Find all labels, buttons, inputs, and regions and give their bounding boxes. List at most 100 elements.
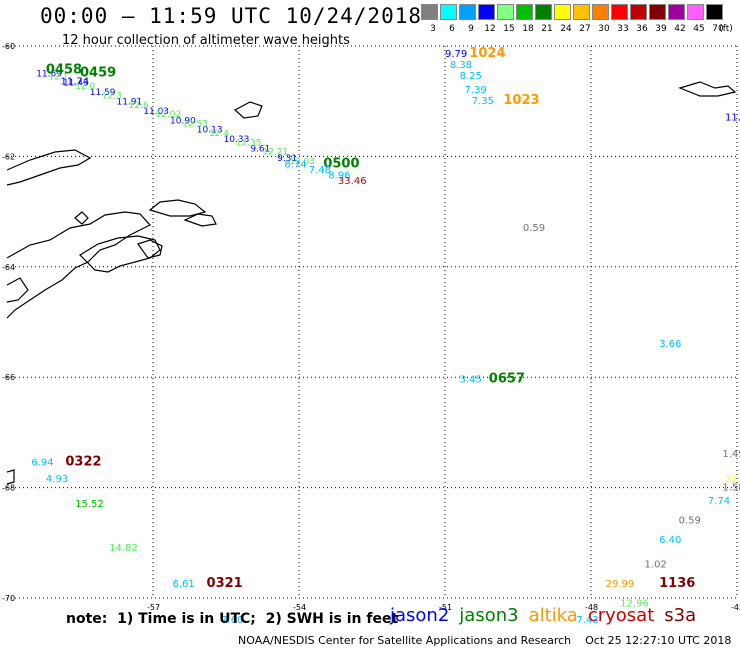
- track-label: 12.35: [236, 138, 262, 148]
- legend-swatch: [706, 4, 723, 20]
- legend-label: 3: [430, 24, 436, 34]
- wave-height-label: 15.52: [75, 499, 104, 510]
- legend-swatch: [649, 4, 666, 20]
- time-label: 0322: [65, 455, 101, 470]
- legend-label: 27: [579, 24, 591, 34]
- legend-swatch: [668, 4, 685, 20]
- legend-label: 6: [449, 24, 455, 34]
- lat-tick-label: -68: [2, 484, 15, 493]
- track-label: 11.59: [90, 88, 116, 98]
- time-label: 0657: [489, 372, 525, 387]
- legend-label: 21: [541, 24, 553, 34]
- wave-height-label: 14.82: [109, 543, 138, 554]
- legend-label: 42: [674, 24, 686, 34]
- lat-tick-label: -62: [2, 152, 15, 161]
- legend-label: 24: [560, 24, 572, 34]
- time-label: 0458: [46, 63, 82, 78]
- wave-height-label: 29.99: [606, 579, 635, 590]
- wave-height-label: 8.25: [460, 71, 482, 82]
- legend-swatch: [440, 4, 457, 20]
- legend-swatch: [478, 4, 495, 20]
- legend-label: 70: [712, 24, 724, 34]
- time-label: 0500: [323, 156, 359, 171]
- track-label: 10.90: [170, 116, 196, 126]
- axis-labels: -57 -54 -51 -48 -45 -60 -62 -64 -66 -68 -70: [2, 42, 740, 612]
- lat-lon-grid: [7, 45, 738, 599]
- wave-height-label: 3.66: [659, 339, 681, 350]
- track-label: 11.91: [117, 98, 143, 108]
- wave-height-label: 7.74: [708, 496, 730, 507]
- wave-height-label: 8.96: [328, 170, 350, 181]
- track-label: 9.31: [277, 154, 297, 164]
- legend-unit: (ft): [719, 24, 733, 34]
- lon-tick-label: -54: [293, 603, 306, 612]
- lat-tick-label: -64: [2, 263, 15, 272]
- lat-tick-label: -66: [2, 373, 15, 382]
- wave-height-label: 6.94: [31, 458, 53, 469]
- coastline: [6, 81, 737, 485]
- track-label: 11.43: [63, 79, 89, 89]
- lat-tick-label: -70: [2, 594, 15, 603]
- wave-height-readings: 9.798.388.25 7.397.35 1024 1023 11.4 04580459…: [31, 46, 740, 626]
- satellite-name: jason3: [459, 605, 519, 626]
- track-label: 12.3: [102, 91, 122, 101]
- legend-swatch: [535, 4, 552, 20]
- page-title: 00:00 – 11:59 UTC 10/24/2018: [40, 4, 423, 28]
- wave-height-label: 1.02: [645, 560, 667, 571]
- legend-label: 36: [636, 24, 648, 34]
- time-label: 0459: [80, 65, 116, 80]
- track-label: 12.1: [48, 73, 68, 83]
- time-label: 1136: [659, 576, 695, 591]
- wave-height-label: 0.59: [523, 223, 545, 234]
- wave-height-label: 7.43: [576, 615, 598, 626]
- wave-height-label: 21.: [725, 474, 740, 485]
- track-label: 12.0: [75, 82, 95, 92]
- legend-swatch: [516, 4, 533, 20]
- wave-height-label: 7.60: [221, 615, 243, 626]
- credit-line: NOAA/NESDIS Center for Satellite Applica…: [238, 634, 732, 647]
- track-label: 12.53: [182, 120, 208, 130]
- legend-swatch: [554, 4, 571, 20]
- wave-height-label: 11.4: [725, 113, 740, 124]
- legend-label: 15: [503, 24, 515, 34]
- legend-swatch: [630, 4, 647, 20]
- time-label: 1023: [503, 93, 539, 108]
- legend-swatch: [611, 4, 628, 20]
- lon-tick-label: -51: [439, 603, 452, 612]
- wave-height-label: 12.96: [620, 598, 649, 609]
- legend-label: 30: [598, 24, 610, 34]
- legend-swatch: [687, 4, 704, 20]
- wave-height-label: 7.48: [309, 165, 331, 176]
- wave-height-label: 9.79: [445, 49, 467, 60]
- wave-height-label: 8.38: [450, 60, 472, 71]
- legend-label: 45: [693, 24, 705, 34]
- satellite-tracks: 11.6911.4311.5911.9111.0310.9010.1310.33…: [36, 69, 315, 167]
- wave-height-label: 7.39: [464, 85, 486, 96]
- legend-swatch: [421, 4, 438, 20]
- time-label: 1024: [469, 46, 505, 61]
- track-label: 11.03: [143, 107, 169, 117]
- wave-height-label: 6.61: [172, 579, 194, 590]
- legend-swatch: [573, 4, 590, 20]
- wave-height-label: 8.74: [284, 159, 306, 170]
- track-label: 12.02: [155, 110, 181, 120]
- legend-label: 12: [484, 24, 496, 34]
- wave-height-label: 11.74: [61, 77, 90, 88]
- wave-height-label: 7.35: [472, 96, 494, 107]
- wave-height-label: 4.93: [46, 474, 68, 485]
- satellite-key: jason2 jason3 altika cryosat s3a: [390, 605, 706, 626]
- legend-label: 33: [617, 24, 629, 34]
- wave-height-label: 1.58: [722, 482, 740, 493]
- track-label: 12.6: [129, 101, 149, 111]
- legend-swatch: [497, 4, 514, 20]
- satellite-name: altika: [528, 605, 578, 626]
- satellite-name: s3a: [664, 605, 697, 626]
- lat-tick-label: -60: [2, 42, 15, 51]
- track-label: 11.69: [36, 69, 62, 79]
- page-subtitle: 12 hour collection of altimeter wave hei…: [62, 33, 350, 48]
- track-label: 9.61: [250, 144, 270, 154]
- legend-label: 9: [468, 24, 474, 34]
- satellite-name: jason2: [390, 605, 450, 626]
- legend-label: 39: [655, 24, 667, 34]
